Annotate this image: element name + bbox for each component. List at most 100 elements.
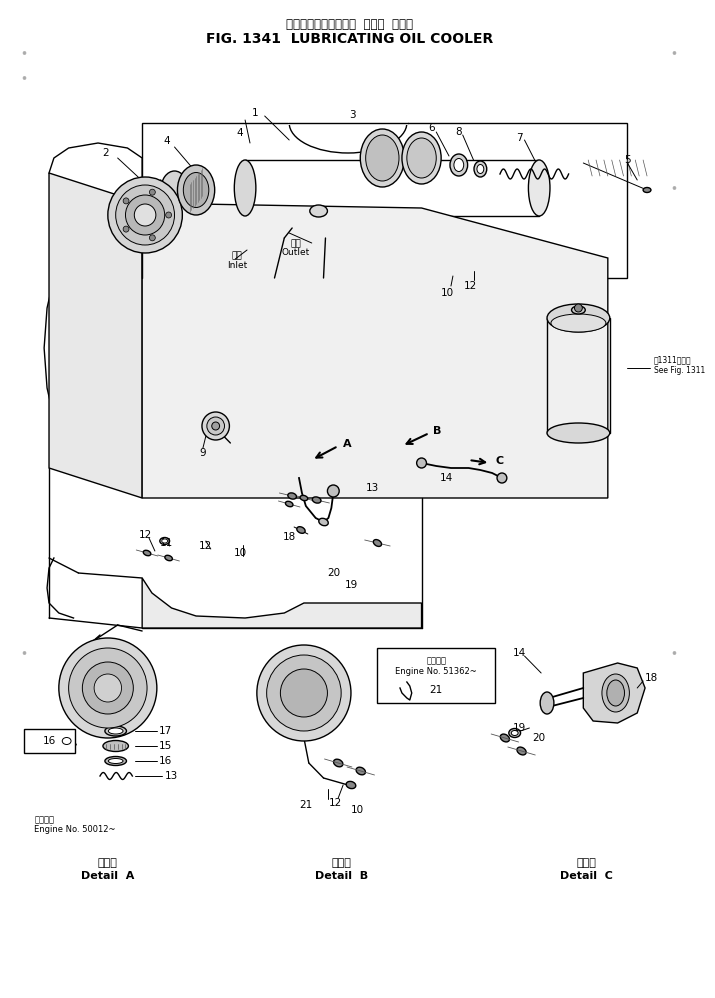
Ellipse shape bbox=[511, 731, 518, 736]
Text: 19: 19 bbox=[345, 580, 358, 590]
Text: 18: 18 bbox=[282, 532, 296, 542]
Ellipse shape bbox=[509, 729, 521, 738]
Text: 18: 18 bbox=[645, 673, 659, 683]
Text: 8: 8 bbox=[455, 127, 462, 137]
Text: 第1311図参照: 第1311図参照 bbox=[654, 355, 691, 364]
Circle shape bbox=[166, 212, 172, 218]
Text: A: A bbox=[343, 439, 352, 449]
Text: 4: 4 bbox=[237, 128, 244, 138]
Circle shape bbox=[327, 485, 339, 497]
Text: 2: 2 bbox=[102, 148, 109, 158]
Text: 入口: 入口 bbox=[232, 251, 242, 260]
Text: 6: 6 bbox=[428, 123, 435, 133]
Circle shape bbox=[59, 638, 157, 738]
Circle shape bbox=[116, 185, 174, 245]
Text: 21: 21 bbox=[300, 800, 312, 810]
Ellipse shape bbox=[346, 781, 356, 788]
Circle shape bbox=[202, 412, 230, 440]
Text: 適用番号: 適用番号 bbox=[34, 815, 54, 824]
Text: B: B bbox=[433, 426, 442, 436]
Text: 1: 1 bbox=[252, 108, 258, 118]
Text: Detail  C: Detail C bbox=[560, 871, 613, 881]
Text: 4: 4 bbox=[163, 136, 170, 146]
Circle shape bbox=[207, 417, 225, 435]
Ellipse shape bbox=[365, 135, 399, 181]
Circle shape bbox=[257, 645, 351, 741]
Ellipse shape bbox=[161, 171, 188, 209]
Ellipse shape bbox=[105, 726, 127, 736]
Ellipse shape bbox=[109, 758, 123, 763]
Text: 19: 19 bbox=[513, 723, 526, 733]
Polygon shape bbox=[583, 663, 645, 723]
Text: Outlet: Outlet bbox=[282, 248, 310, 256]
Ellipse shape bbox=[360, 129, 405, 187]
Text: 12: 12 bbox=[139, 530, 152, 540]
Ellipse shape bbox=[517, 748, 526, 754]
Text: 詳　細: 詳 細 bbox=[98, 858, 118, 868]
Ellipse shape bbox=[450, 154, 468, 176]
Text: ルーブリケーティング  オイル  クーラ: ルーブリケーティング オイル クーラ bbox=[287, 18, 413, 31]
Text: 3: 3 bbox=[350, 110, 356, 120]
Text: 9: 9 bbox=[199, 448, 206, 458]
Circle shape bbox=[673, 187, 676, 190]
Circle shape bbox=[123, 227, 129, 233]
Ellipse shape bbox=[300, 495, 307, 501]
Text: 詳　細: 詳 細 bbox=[576, 858, 596, 868]
Ellipse shape bbox=[540, 692, 554, 714]
Ellipse shape bbox=[103, 741, 129, 751]
Ellipse shape bbox=[105, 756, 127, 765]
Text: Detail  B: Detail B bbox=[315, 871, 368, 881]
Circle shape bbox=[23, 52, 26, 55]
Circle shape bbox=[417, 458, 426, 468]
Circle shape bbox=[280, 669, 327, 717]
Ellipse shape bbox=[402, 132, 441, 184]
Circle shape bbox=[126, 195, 164, 235]
Ellipse shape bbox=[310, 205, 327, 217]
Bar bbox=[378, 648, 495, 703]
Ellipse shape bbox=[547, 423, 610, 443]
Text: Engine No. 50012~: Engine No. 50012~ bbox=[34, 825, 116, 834]
Ellipse shape bbox=[356, 767, 365, 774]
Text: 16: 16 bbox=[42, 736, 56, 746]
Text: See Fig. 1311: See Fig. 1311 bbox=[654, 365, 705, 374]
Bar bbox=[288, 90, 408, 125]
Ellipse shape bbox=[235, 160, 256, 216]
Text: 15: 15 bbox=[159, 741, 172, 751]
Ellipse shape bbox=[312, 497, 321, 503]
Text: 16: 16 bbox=[159, 756, 172, 766]
Circle shape bbox=[23, 652, 26, 655]
Ellipse shape bbox=[571, 306, 586, 314]
Circle shape bbox=[673, 652, 676, 655]
Ellipse shape bbox=[551, 314, 606, 332]
Text: 10: 10 bbox=[440, 288, 453, 298]
Text: 14: 14 bbox=[513, 648, 526, 658]
Polygon shape bbox=[49, 173, 142, 498]
Ellipse shape bbox=[289, 93, 407, 153]
Text: 7: 7 bbox=[516, 133, 523, 143]
Circle shape bbox=[574, 304, 582, 312]
Ellipse shape bbox=[297, 527, 305, 533]
Text: 20: 20 bbox=[327, 568, 340, 578]
Ellipse shape bbox=[177, 165, 214, 215]
Text: 5: 5 bbox=[624, 155, 631, 165]
Bar bbox=[24, 729, 74, 753]
Text: Engine No. 51362~: Engine No. 51362~ bbox=[395, 668, 477, 677]
Ellipse shape bbox=[109, 728, 123, 734]
Text: 21: 21 bbox=[430, 685, 443, 695]
Text: 14: 14 bbox=[440, 473, 453, 483]
Ellipse shape bbox=[143, 550, 151, 556]
Ellipse shape bbox=[477, 165, 484, 174]
Text: FIG. 1341  LUBRICATING OIL COOLER: FIG. 1341 LUBRICATING OIL COOLER bbox=[207, 32, 493, 46]
Ellipse shape bbox=[454, 159, 464, 172]
Circle shape bbox=[134, 204, 156, 226]
Text: C: C bbox=[495, 456, 503, 466]
Ellipse shape bbox=[162, 539, 167, 543]
Ellipse shape bbox=[500, 735, 510, 742]
Text: 20: 20 bbox=[533, 733, 546, 743]
Ellipse shape bbox=[62, 738, 71, 745]
Circle shape bbox=[267, 655, 341, 731]
Text: Inlet: Inlet bbox=[227, 260, 247, 269]
Text: 出口: 出口 bbox=[291, 240, 302, 249]
Text: 17: 17 bbox=[159, 726, 172, 736]
Ellipse shape bbox=[373, 540, 382, 547]
